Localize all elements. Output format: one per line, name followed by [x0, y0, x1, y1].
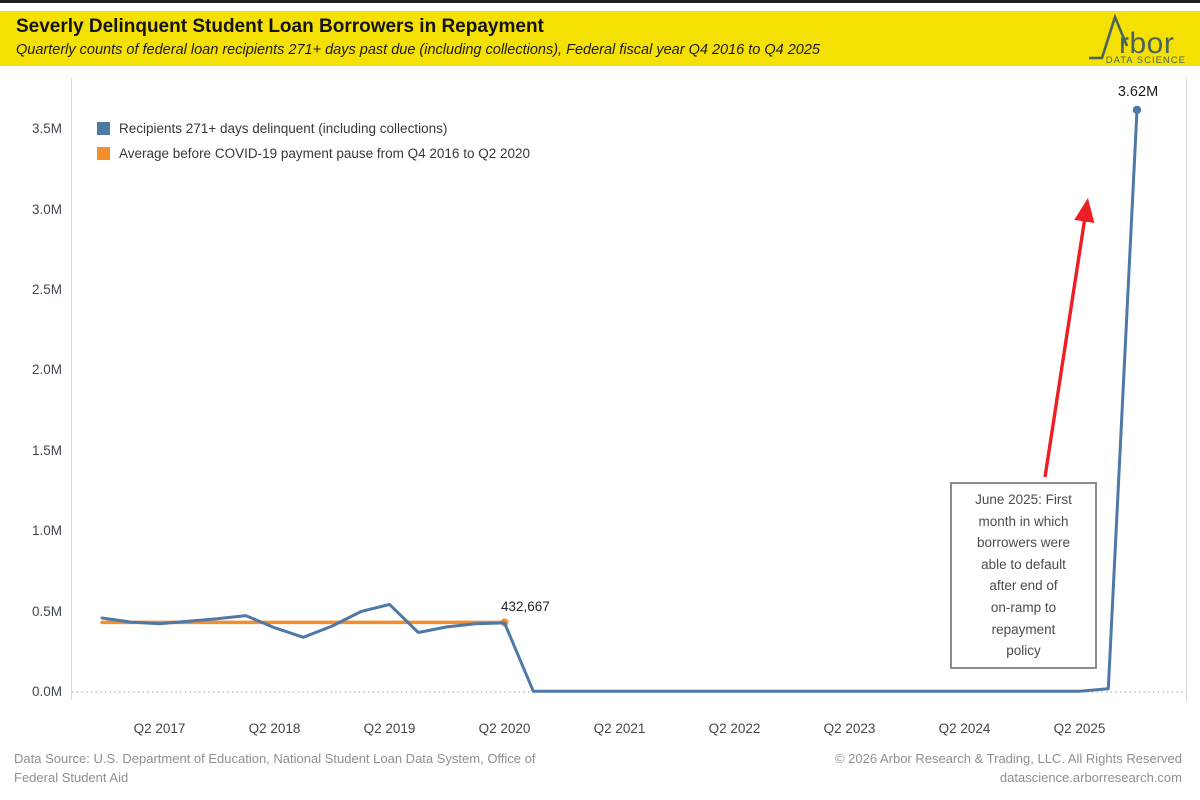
x-tick-label: Q2 2019: [363, 721, 416, 736]
page-subtitle: Quarterly counts of federal loan recipie…: [16, 42, 820, 58]
legend-swatch-icon: [97, 146, 110, 160]
copyright-line: © 2026 Arbor Research & Trading, LLC. Al…: [834, 751, 1182, 766]
x-tick-label: Q2 2020: [478, 721, 531, 736]
page-title: Severly Delinquent Student Loan Borrower…: [16, 16, 544, 37]
arbor-logo: rbor DATA SCIENCE: [1089, 13, 1186, 65]
y-tick-label: 0.0M: [31, 684, 62, 699]
average-value-label: 432,667: [501, 599, 550, 614]
logo-tagline: DATA SCIENCE: [1106, 55, 1186, 65]
series-endpoint-dot: [1132, 105, 1142, 115]
legend-swatch-icon: [97, 121, 110, 135]
y-tick-label: 1.5M: [31, 442, 62, 458]
delinquent-series-line: [100, 108, 1139, 693]
data-source-line2: Federal Student Aid: [14, 770, 129, 785]
legend-label: Recipients 271+ days delinquent (includi…: [119, 120, 448, 136]
y-tick-label: 0.5M: [31, 603, 62, 619]
x-tick-label: Q2 2021: [593, 721, 646, 736]
header-band: Severly Delinquent Student Loan Borrower…: [0, 11, 1200, 66]
copyright-note: © 2026 Arbor Research & Trading, LLC. Al…: [835, 749, 1182, 787]
x-tick-label: Q2 2024: [938, 721, 991, 736]
legend-item: Average before COVID-19 payment pause fr…: [97, 145, 530, 161]
annotation-box: June 2025: First month in which borrower…: [950, 482, 1097, 669]
x-tick-label: Q2 2023: [823, 721, 876, 736]
website-line: datascience.arborresearch.com: [999, 770, 1182, 785]
x-tick-label: Q2 2017: [133, 721, 186, 736]
annotation-arrow-icon: [1043, 197, 1095, 478]
y-tick-label: 2.5M: [31, 282, 62, 297]
y-tick-label: 3.0M: [31, 201, 62, 217]
x-tick-label: Q2 2018: [248, 721, 301, 736]
logo-brand-text: rbor: [1119, 27, 1174, 60]
y-tick-label: 2.0M: [31, 362, 62, 378]
data-source-line1: Data Source: U.S. Department of Educatio…: [14, 751, 536, 766]
data-source-note: Data Source: U.S. Department of Educatio…: [14, 749, 536, 787]
y-tick-label: 3.5M: [31, 121, 62, 137]
x-tick-label: Q2 2025: [1053, 721, 1106, 736]
peak-value-label: 3.62M: [1117, 84, 1159, 100]
top-border: [0, 0, 1200, 3]
legend-label: Average before COVID-19 payment pause fr…: [119, 145, 530, 161]
legend-item: Recipients 271+ days delinquent (includi…: [97, 120, 447, 136]
logo-peak-icon: [1089, 13, 1129, 60]
x-tick-label: Q2 2022: [708, 721, 761, 736]
y-tick-label: 1.0M: [31, 523, 62, 539]
